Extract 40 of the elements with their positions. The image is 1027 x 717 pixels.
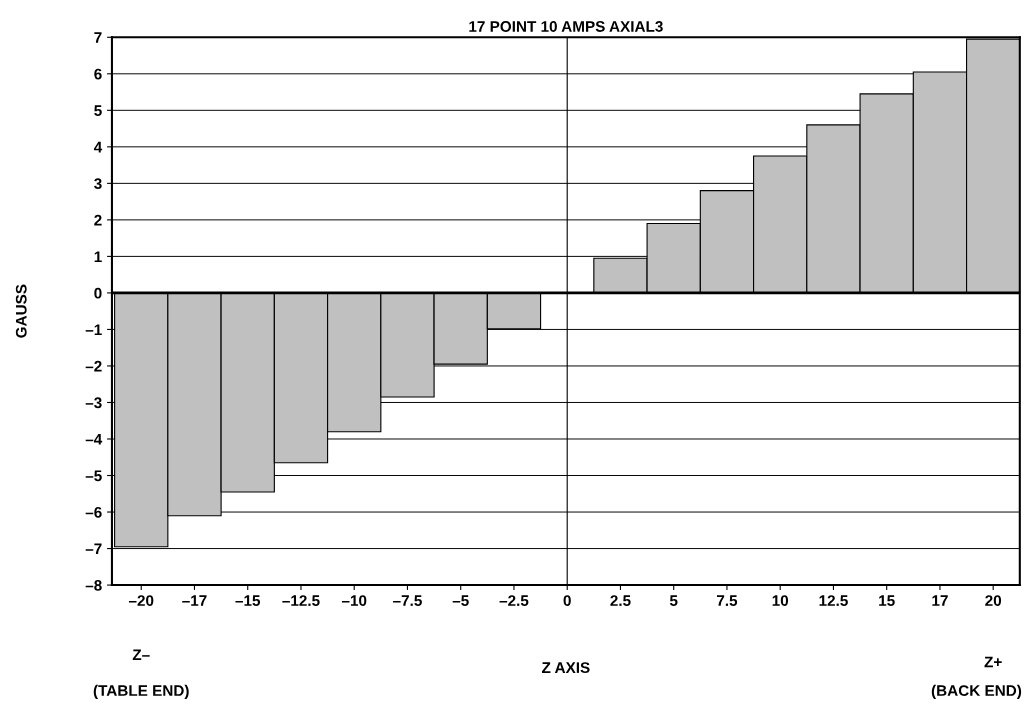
y-tick-label: –3 xyxy=(85,397,102,409)
x-tick-label: –20 xyxy=(128,595,154,607)
y-tick-label: –6 xyxy=(85,506,102,518)
x-tick-label: –7.5 xyxy=(393,595,422,607)
x-tick-label: –17 xyxy=(182,595,207,606)
x-tick-label: 10 xyxy=(772,595,789,607)
y-tick-label: –1 xyxy=(85,324,102,335)
x-tick-label: –2.5 xyxy=(499,595,529,607)
text: (BACK END) xyxy=(931,684,1022,700)
y-axis-title: GAUSS xyxy=(15,284,27,338)
x-tick-label: –10 xyxy=(341,595,367,607)
y-tick-label: 0 xyxy=(94,287,102,299)
x-tick-label: –12.5 xyxy=(282,595,320,607)
x-tick-label: 7.5 xyxy=(716,595,738,607)
x-tick-label: 0 xyxy=(563,595,571,607)
x-tick-label: 15 xyxy=(879,595,895,607)
text: Z– xyxy=(132,649,150,661)
y-tick-label: –7 xyxy=(85,543,102,555)
y-tick-label: 7 xyxy=(94,32,102,43)
x-tick-label: –5 xyxy=(452,595,469,607)
chart-title: 17 POINT 10 AMPS AXIAL3 xyxy=(469,21,663,32)
x-tick-label: 17 xyxy=(932,595,948,606)
x-axis-title: Z AXIS xyxy=(542,662,590,674)
y-tick-label: –8 xyxy=(85,579,102,591)
y-tick-label: 6 xyxy=(94,68,102,80)
text: (TABLE END) xyxy=(93,684,189,700)
y-tick-label: –2 xyxy=(85,360,102,372)
y-tick-label: 1 xyxy=(94,251,102,262)
x-tick-label: 5 xyxy=(669,595,678,607)
x-tick-label: 20 xyxy=(985,595,1002,607)
y-tick-label: 2 xyxy=(94,214,102,226)
y-tick-label: 4 xyxy=(93,141,103,153)
y-tick-label: –5 xyxy=(85,470,102,482)
x-tick-label: –15 xyxy=(235,595,261,607)
text: Z+ xyxy=(984,656,1002,668)
y-tick-label: –4 xyxy=(85,434,103,445)
x-tick-label: 12.5 xyxy=(819,595,848,607)
x-tick-label: 2.5 xyxy=(610,595,631,607)
y-tick-label: 5 xyxy=(94,105,102,117)
y-tick-label: 3 xyxy=(94,178,102,190)
